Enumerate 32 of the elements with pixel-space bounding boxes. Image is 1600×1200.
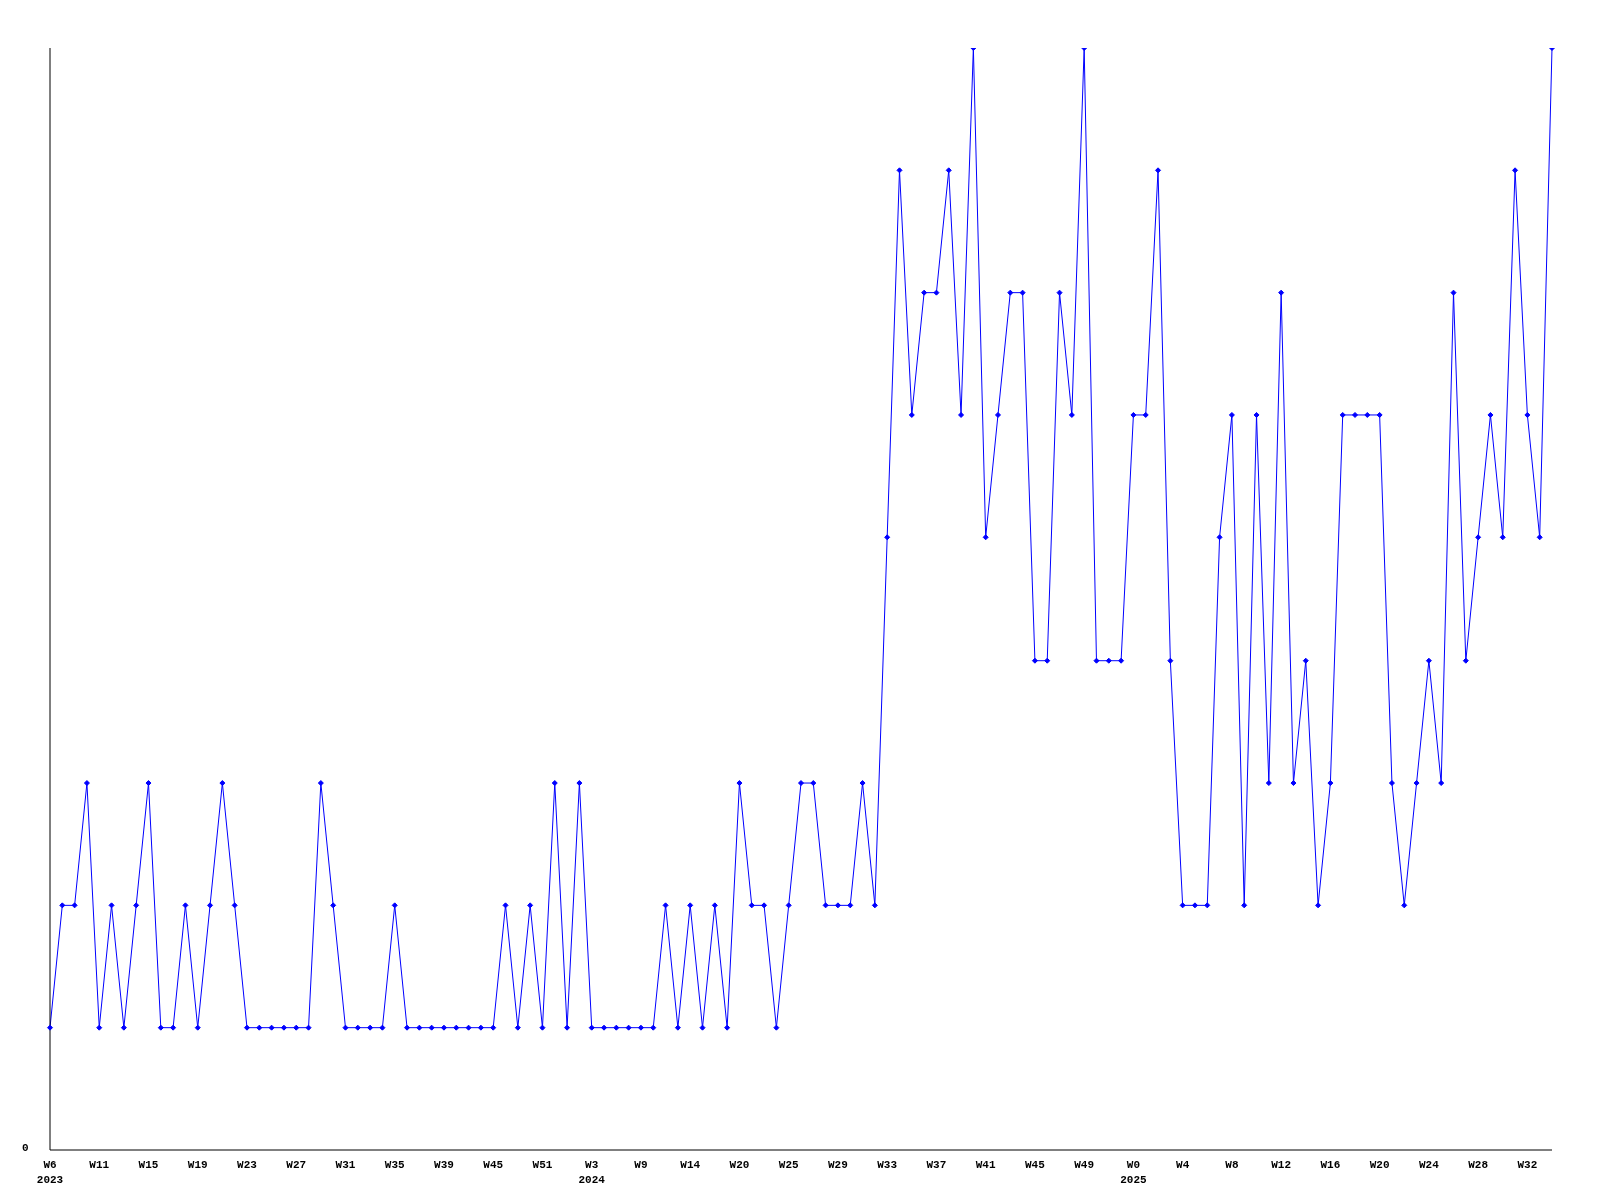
x-tick-label: W37	[926, 1159, 947, 1171]
x-tick-label: W31	[335, 1159, 356, 1171]
x-tick-label: W11	[89, 1159, 110, 1171]
x-tick-label: W51	[532, 1159, 553, 1171]
x-tick-label: W16	[1320, 1159, 1341, 1171]
x-tick-label: W33	[877, 1159, 898, 1171]
x-tick-label: W28	[1468, 1159, 1489, 1171]
x-tick-label: W24	[1418, 1159, 1440, 1171]
x-tick-label: W9	[634, 1159, 648, 1171]
x-tick-label: W45	[1025, 1159, 1046, 1171]
x-tick-label: W8	[1225, 1159, 1239, 1171]
x-tick-label: W25	[778, 1159, 799, 1171]
x-tick-label: W23	[237, 1159, 258, 1171]
x-tick-label: W49	[1074, 1159, 1095, 1171]
x-tick-label: W3 2024	[578, 1159, 606, 1186]
x-tick-label: W6 2023	[36, 1159, 64, 1186]
x-tick-label: W29	[828, 1159, 848, 1171]
text: 0	[22, 1142, 29, 1154]
x-tick-label: W45	[483, 1159, 504, 1171]
x-tick-label: W32	[1517, 1159, 1538, 1171]
x-tick-label: W20	[1369, 1159, 1390, 1171]
x-tick-label: W14	[680, 1159, 701, 1171]
x-tick-label: W12	[1271, 1159, 1292, 1171]
x-tick-label: W35	[384, 1159, 406, 1171]
x-tick-label: W39	[434, 1159, 454, 1171]
x-tick-label: W27	[286, 1159, 307, 1171]
x-tick-label: W4	[1176, 1159, 1190, 1171]
x-tick-label: W41	[975, 1159, 996, 1171]
x-tick-label: W0 2025	[1120, 1159, 1148, 1186]
x-tick-label: W19	[187, 1159, 208, 1171]
x-tick-label: W15	[138, 1159, 159, 1171]
x-tick-label: W20	[729, 1159, 750, 1171]
